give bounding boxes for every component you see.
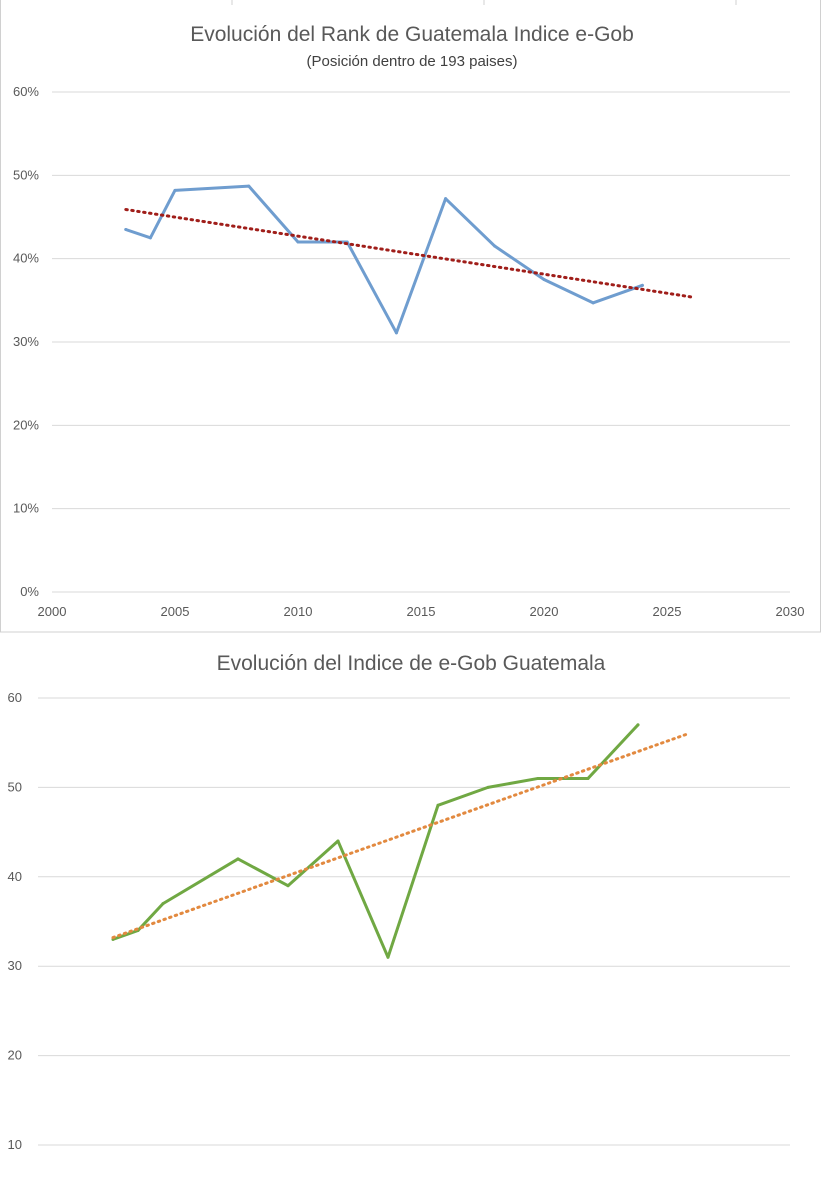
rank-chart-subtitle: (Posición dentro de 193 paises) (307, 53, 518, 70)
index-y-tick-label: 20 (8, 1048, 22, 1063)
index-data-point (336, 839, 340, 843)
rank-x-axis: 2000 2005 2010 2015 2020 2025 2030 (38, 604, 805, 619)
rank-data-point (173, 188, 177, 192)
rank-data-point (444, 197, 448, 201)
rank-series-line (124, 184, 644, 335)
index-chart: Evolución del Indice de e-Gob Guatemala … (0, 633, 821, 1200)
rank-x-tick-label: 2030 (776, 604, 805, 619)
rank-x-tick-label: 2005 (161, 604, 190, 619)
rank-data-point (148, 236, 152, 240)
index-series-group (111, 723, 690, 959)
rank-chart: Evolución del Rank de Guatemala Indice e… (0, 0, 821, 633)
index-data-point (161, 902, 165, 906)
rank-gridlines (52, 91, 790, 593)
rank-y-tick-label: 0% (20, 584, 39, 599)
index-chart-title: Evolución del Indice de e-Gob Guatemala (217, 652, 606, 675)
rank-trendline (124, 208, 694, 299)
index-chart-frame (0, 633, 821, 1200)
rank-data-point (640, 283, 644, 287)
index-y-axis: 10 20 30 40 50 60 (8, 690, 22, 1152)
rank-x-tick-label: 2020 (530, 604, 559, 619)
rank-data-point (591, 301, 595, 305)
rank-chart-frame (0, 0, 821, 633)
rank-series-group (124, 184, 694, 335)
rank-data-point (493, 244, 497, 248)
rank-data-point (296, 240, 300, 244)
index-data-point (586, 776, 590, 780)
rank-x-tick-label: 2000 (38, 604, 67, 619)
rank-data-point (394, 331, 398, 335)
index-data-point (236, 857, 240, 861)
rank-data-point (542, 278, 546, 281)
index-data-point (486, 785, 490, 789)
index-trendline (111, 732, 690, 940)
index-y-tick-label: 60 (8, 690, 22, 705)
index-y-tick-label: 50 (8, 779, 22, 794)
rank-y-tick-label: 60% (13, 84, 39, 99)
rank-x-tick-label: 2010 (284, 604, 313, 619)
index-data-point (536, 776, 540, 780)
index-y-tick-label: 10 (8, 1137, 22, 1152)
rank-data-point (247, 184, 251, 188)
rank-x-tick-label: 2015 (407, 604, 436, 619)
rank-x-tick-label: 2025 (653, 604, 682, 619)
rank-y-tick-label: 40% (13, 251, 39, 266)
index-series-line (111, 723, 640, 959)
rank-chart-title: Evolución del Rank de Guatemala Indice e… (190, 23, 634, 46)
rank-y-axis: 0% 10% 20% 30% 40% 50% 60% (13, 84, 39, 599)
index-data-point (386, 955, 390, 959)
rank-y-tick-label: 10% (13, 501, 39, 516)
index-data-point (286, 884, 290, 888)
rank-data-point (124, 228, 128, 231)
index-data-point (636, 723, 640, 727)
index-y-tick-label: 40 (8, 869, 22, 884)
index-y-tick-label: 30 (8, 958, 22, 973)
rank-y-tick-label: 30% (13, 334, 39, 349)
index-data-point (436, 803, 440, 807)
rank-y-tick-label: 50% (13, 167, 39, 182)
rank-y-tick-label: 20% (13, 417, 39, 432)
